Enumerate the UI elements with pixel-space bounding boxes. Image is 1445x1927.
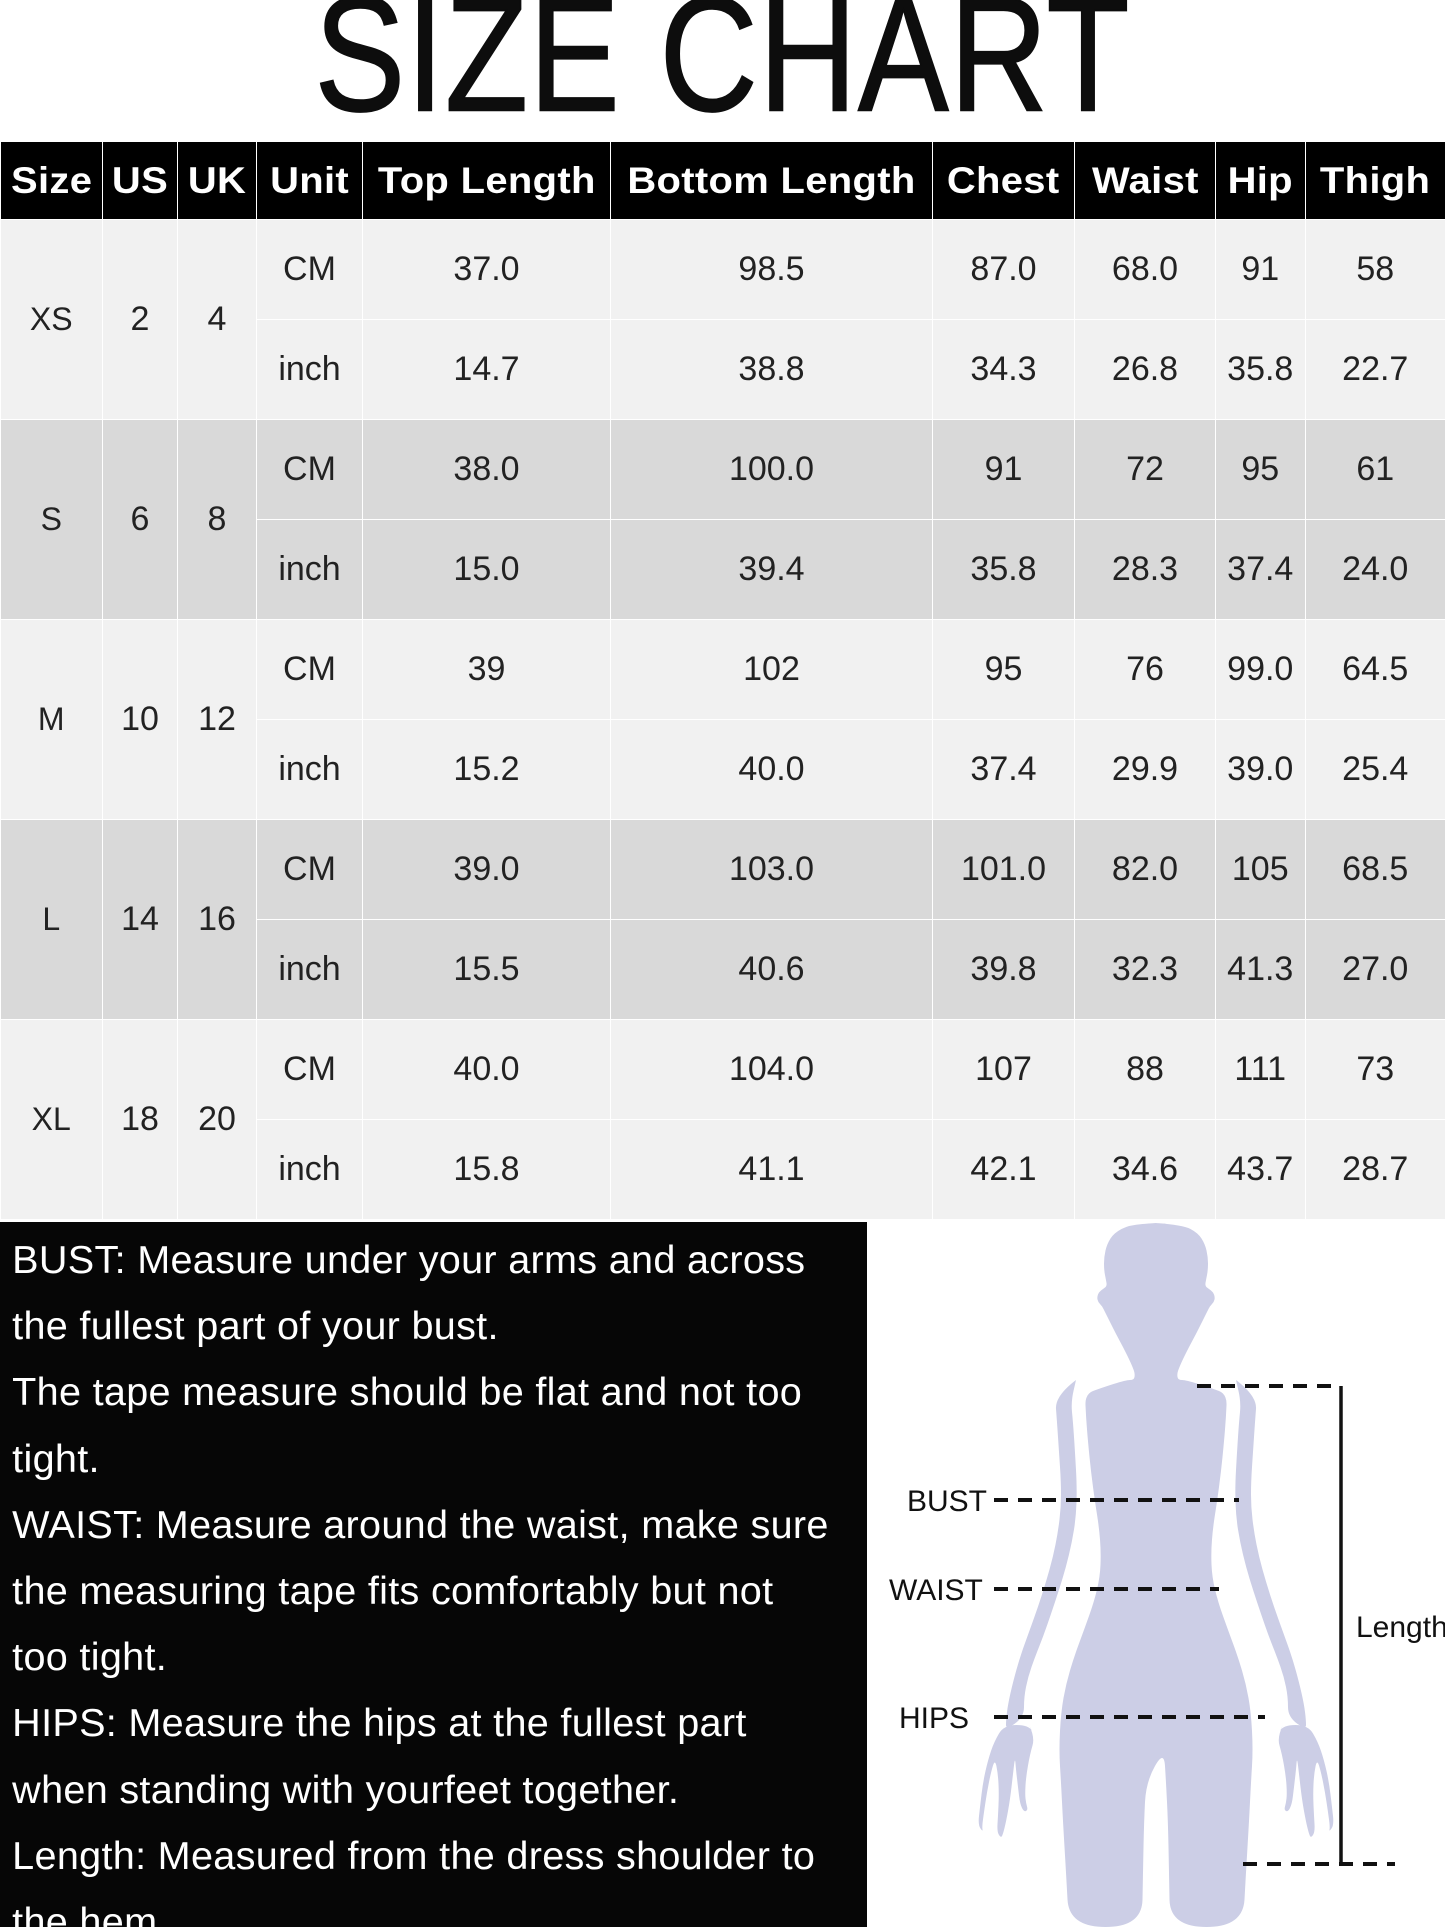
svg-text:WAIST: WAIST	[889, 1574, 983, 1607]
svg-text:HIPS: HIPS	[899, 1702, 969, 1735]
svg-text:Length: Length	[1356, 1611, 1445, 1644]
svg-text:BUST: BUST	[907, 1485, 987, 1518]
